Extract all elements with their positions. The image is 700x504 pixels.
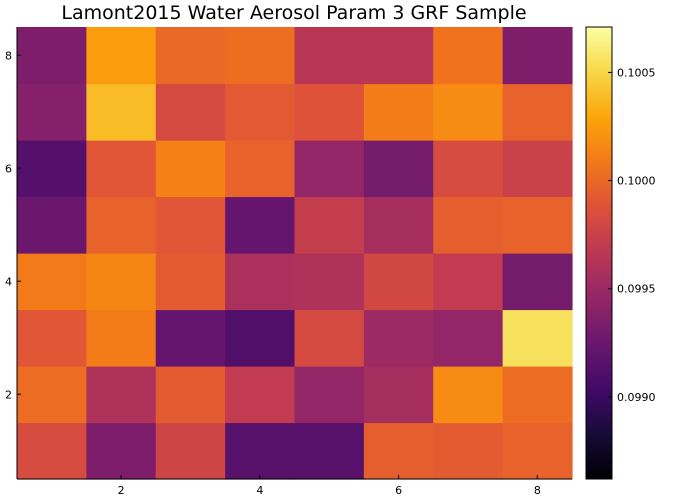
heatmap-cell	[86, 253, 157, 311]
x-tick-label: 4	[256, 484, 263, 497]
heatmap-cell	[155, 140, 226, 198]
colorbar-tick-label: 0.1005	[617, 66, 656, 79]
x-tick-label: 8	[534, 484, 541, 497]
heatmap-cell	[225, 422, 296, 480]
plot-axes	[16, 27, 572, 480]
heatmap-cell	[155, 196, 226, 254]
heatmap-cell	[17, 196, 87, 254]
x-axis-ticks: 2 4 6 8	[118, 475, 541, 497]
heatmap-cell	[86, 140, 157, 198]
heatmap-cell	[433, 83, 504, 141]
colorbar-gradient	[586, 27, 612, 479]
heatmap-cell	[294, 422, 365, 480]
colorbar: 0.0990 0.0995 0.1000 0.1005	[585, 26, 656, 480]
heatmap-cell	[17, 422, 87, 480]
heatmap-cell	[433, 253, 504, 311]
colorbar-frame	[585, 26, 613, 480]
heatmap-cell	[225, 309, 296, 367]
heatmap-cell	[155, 309, 226, 367]
heatmap-cell	[155, 422, 226, 480]
heatmap-cell	[502, 27, 573, 85]
heatmap-cell	[86, 309, 157, 367]
heatmap-cell	[17, 83, 87, 141]
heatmap-cell	[294, 27, 365, 85]
heatmap-cell	[294, 196, 365, 254]
heatmap-cells	[17, 27, 573, 480]
heatmap-cell	[502, 309, 573, 367]
heatmap-cell	[294, 253, 365, 311]
heatmap-cell	[502, 196, 573, 254]
y-tick-label: 6	[5, 162, 12, 175]
heatmap-cell	[86, 83, 157, 141]
heatmap-cell	[225, 196, 296, 254]
heatmap-cell	[225, 83, 296, 141]
colorbar-tick-label: 0.1000	[617, 175, 656, 188]
heatmap-cell	[433, 196, 504, 254]
heatmap-cell	[86, 366, 157, 424]
heatmap-cell	[155, 27, 226, 85]
heatmap-cell	[17, 140, 87, 198]
heatmap-cell	[225, 253, 296, 311]
heatmap-cell	[225, 27, 296, 85]
heatmap-cell	[363, 309, 434, 367]
heatmap-cell	[363, 196, 434, 254]
heatmap-cell	[363, 140, 434, 198]
heatmap-cell	[294, 140, 365, 198]
heatmap-cell	[502, 140, 573, 198]
chart-title: Lamont2015 Water Aerosol Param 3 GRF Sam…	[61, 2, 526, 24]
heatmap-cell	[155, 253, 226, 311]
heatmap-cell	[502, 253, 573, 311]
heatmap-cell	[155, 83, 226, 141]
colorbar-tick-label: 0.0990	[617, 391, 656, 404]
heatmap-cell	[363, 83, 434, 141]
x-tick-label: 2	[118, 484, 125, 497]
y-tick-label: 4	[5, 275, 12, 288]
heatmap-cell	[17, 309, 87, 367]
colorbar-tick-label: 0.0995	[617, 283, 656, 296]
heatmap-cell	[17, 27, 87, 85]
heatmap-cell	[225, 140, 296, 198]
heatmap-cell	[502, 83, 573, 141]
heatmap-cell	[433, 366, 504, 424]
heatmap-cell	[433, 140, 504, 198]
heatmap-cell	[363, 366, 434, 424]
heatmap-cell	[433, 309, 504, 367]
heatmap-cell	[363, 422, 434, 480]
heatmap-cell	[225, 366, 296, 424]
x-tick-label: 6	[395, 484, 402, 497]
y-tick-label: 8	[5, 49, 12, 62]
heatmap-cell	[155, 366, 226, 424]
heatmap-cell	[86, 196, 157, 254]
heatmap-cell	[17, 366, 87, 424]
heatmap-cell	[363, 253, 434, 311]
heatmap-cell	[502, 422, 573, 480]
heatmap-cell	[294, 83, 365, 141]
heatmap-cell	[502, 366, 573, 424]
heatmap-cell	[433, 422, 504, 480]
y-axis-ticks: 2 4 6 8	[5, 49, 21, 401]
heatmap-cell	[86, 27, 157, 85]
y-tick-label: 2	[5, 388, 12, 401]
heatmap-cell	[17, 253, 87, 311]
heatmap-cell	[294, 309, 365, 367]
heatmap-cell	[363, 27, 434, 85]
heatmap-cell	[433, 27, 504, 85]
heatmap-cell	[86, 422, 157, 480]
heatmap-cell	[294, 366, 365, 424]
